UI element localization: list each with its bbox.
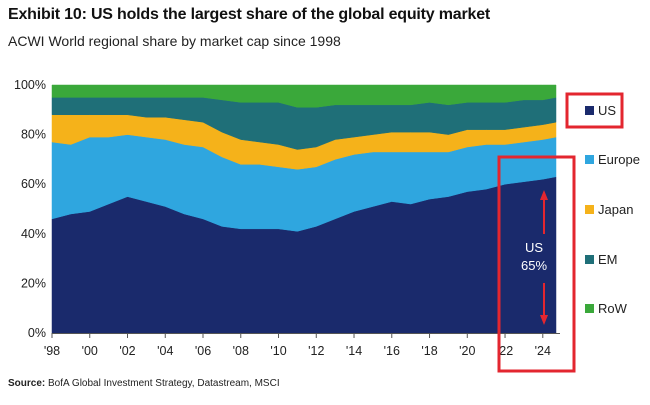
y-tick-label: 0% — [28, 326, 46, 340]
x-tick-label: '10 — [270, 344, 286, 358]
callout-label-us: US — [525, 240, 543, 255]
us-recent-highlight-box — [497, 155, 576, 373]
y-tick-label: 20% — [21, 276, 46, 290]
legend-label-row: RoW — [598, 301, 628, 316]
callout-label-share: 65% — [521, 258, 547, 273]
source-note: Source: BofA Global Investment Strategy,… — [8, 378, 280, 389]
legend-us-highlight-box — [565, 92, 624, 129]
legend-label-em: EM — [598, 252, 618, 267]
callout-arrow-down-head — [540, 315, 548, 325]
legend-label-europe: Europe — [598, 152, 640, 167]
x-tick-label: '16 — [384, 344, 400, 358]
source-text: BofA Global Investment Strategy, Datastr… — [48, 378, 280, 389]
legend-swatch-us — [585, 106, 594, 115]
x-tick-label: '12 — [308, 344, 324, 358]
y-tick-label: 80% — [21, 128, 46, 142]
legend-label-us: US — [598, 103, 616, 118]
x-tick-label: '20 — [459, 344, 475, 358]
area-series-row — [51, 84, 557, 108]
x-tick-label: '98 — [44, 344, 60, 358]
x-tick-label: '00 — [82, 344, 98, 358]
chart-subtitle: ACWI World regional share by market cap … — [8, 33, 341, 49]
legend-swatch-em — [585, 255, 594, 264]
x-tick-label: '04 — [157, 344, 173, 358]
source-label: Source: — [8, 378, 46, 389]
x-tick-label: '08 — [233, 344, 249, 358]
x-tick-label: '02 — [119, 344, 135, 358]
y-tick-label: 60% — [21, 177, 46, 191]
y-tick-label: 40% — [21, 227, 46, 241]
legend-label-japan: Japan — [598, 202, 633, 217]
y-tick-label: 100% — [14, 78, 46, 92]
x-tick-label: '24 — [535, 344, 551, 358]
legend-swatch-row — [585, 304, 594, 313]
x-tick-label: '22 — [497, 344, 513, 358]
legend-swatch-japan — [585, 205, 594, 214]
x-tick-label: '06 — [195, 344, 211, 358]
legend-swatch-europe — [585, 155, 594, 164]
chart-title: Exhibit 10: US holds the largest share o… — [8, 6, 491, 23]
x-tick-label: '14 — [346, 344, 362, 358]
callout-arrow-up-head — [540, 190, 548, 200]
x-tick-label: '18 — [421, 344, 437, 358]
